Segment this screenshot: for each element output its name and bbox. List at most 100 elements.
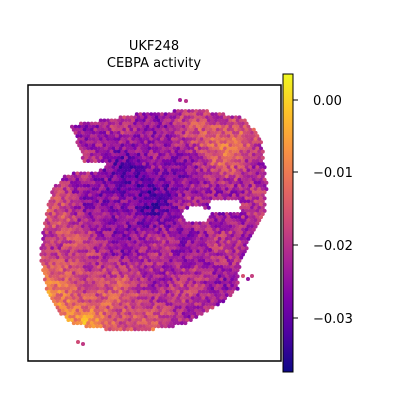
spot (77, 268, 82, 273)
spot (246, 224, 251, 229)
spot (97, 146, 101, 151)
spot (79, 246, 83, 251)
spot (185, 130, 190, 135)
spot (61, 227, 65, 232)
spot (106, 261, 110, 266)
spot (84, 137, 89, 142)
spot (145, 137, 150, 142)
spot (143, 159, 148, 163)
spot (197, 240, 202, 245)
spot (221, 212, 226, 216)
spot (97, 271, 101, 276)
spot (46, 246, 51, 251)
spot (107, 283, 112, 288)
spot (100, 134, 105, 139)
spot (246, 205, 251, 210)
spot (160, 243, 164, 248)
spot (176, 289, 181, 294)
spot (104, 321, 109, 326)
spot (210, 180, 215, 185)
spot (138, 162, 143, 167)
spot (64, 252, 69, 257)
spot (147, 221, 152, 226)
spot (140, 127, 145, 132)
spot (172, 289, 177, 294)
spot (80, 280, 85, 285)
spot (124, 174, 128, 179)
spot (79, 240, 83, 245)
spot (84, 261, 89, 266)
spot (129, 227, 134, 232)
spot (208, 171, 213, 176)
spot (86, 283, 91, 288)
spot (230, 265, 235, 269)
spot (125, 152, 130, 157)
spot (116, 243, 121, 248)
spot (113, 212, 118, 216)
spot (68, 289, 73, 294)
spot (131, 286, 136, 291)
spot (115, 208, 119, 213)
spot (93, 171, 98, 176)
spot (91, 293, 96, 298)
spot (116, 293, 121, 298)
spot (59, 212, 64, 216)
spot (84, 218, 89, 223)
spot (179, 121, 184, 126)
spot (185, 180, 190, 185)
spot (68, 271, 73, 276)
spot (59, 274, 64, 279)
spot (124, 137, 128, 142)
spot (203, 162, 208, 167)
spot (174, 180, 179, 185)
spot (161, 246, 166, 251)
spot (104, 327, 109, 332)
spot (131, 261, 136, 266)
spot (115, 265, 119, 269)
spot (181, 149, 186, 154)
spot (88, 155, 92, 160)
spot (100, 127, 105, 132)
spot (188, 243, 193, 248)
spot (149, 274, 154, 279)
spot (82, 215, 87, 220)
spot (145, 143, 150, 148)
spot (178, 155, 182, 160)
spot (151, 289, 155, 294)
spot (228, 118, 233, 123)
spot (248, 233, 253, 238)
spot (185, 305, 190, 310)
spot (208, 258, 213, 263)
spot (188, 193, 193, 198)
spot (127, 268, 132, 273)
spot (68, 314, 73, 319)
spot (161, 127, 166, 132)
spot (181, 268, 186, 273)
spot (154, 146, 159, 151)
spot (203, 112, 208, 117)
spot (237, 115, 242, 120)
spot (140, 134, 145, 139)
spot (210, 305, 215, 310)
spot (127, 299, 132, 304)
spot (111, 208, 116, 213)
spot (55, 293, 60, 298)
spot (86, 121, 91, 126)
spot (138, 155, 143, 160)
spot (122, 246, 127, 251)
spot (237, 190, 242, 195)
spot (235, 124, 240, 129)
spot (100, 121, 105, 126)
spot (199, 255, 204, 260)
spot (181, 249, 186, 254)
spot (260, 155, 265, 160)
spot (244, 221, 249, 226)
spot (158, 215, 163, 220)
spot (255, 183, 260, 188)
spot (201, 121, 206, 126)
spot (102, 299, 107, 304)
spot (181, 112, 186, 117)
spot (79, 271, 83, 276)
spot (185, 286, 190, 291)
spot (98, 155, 103, 160)
